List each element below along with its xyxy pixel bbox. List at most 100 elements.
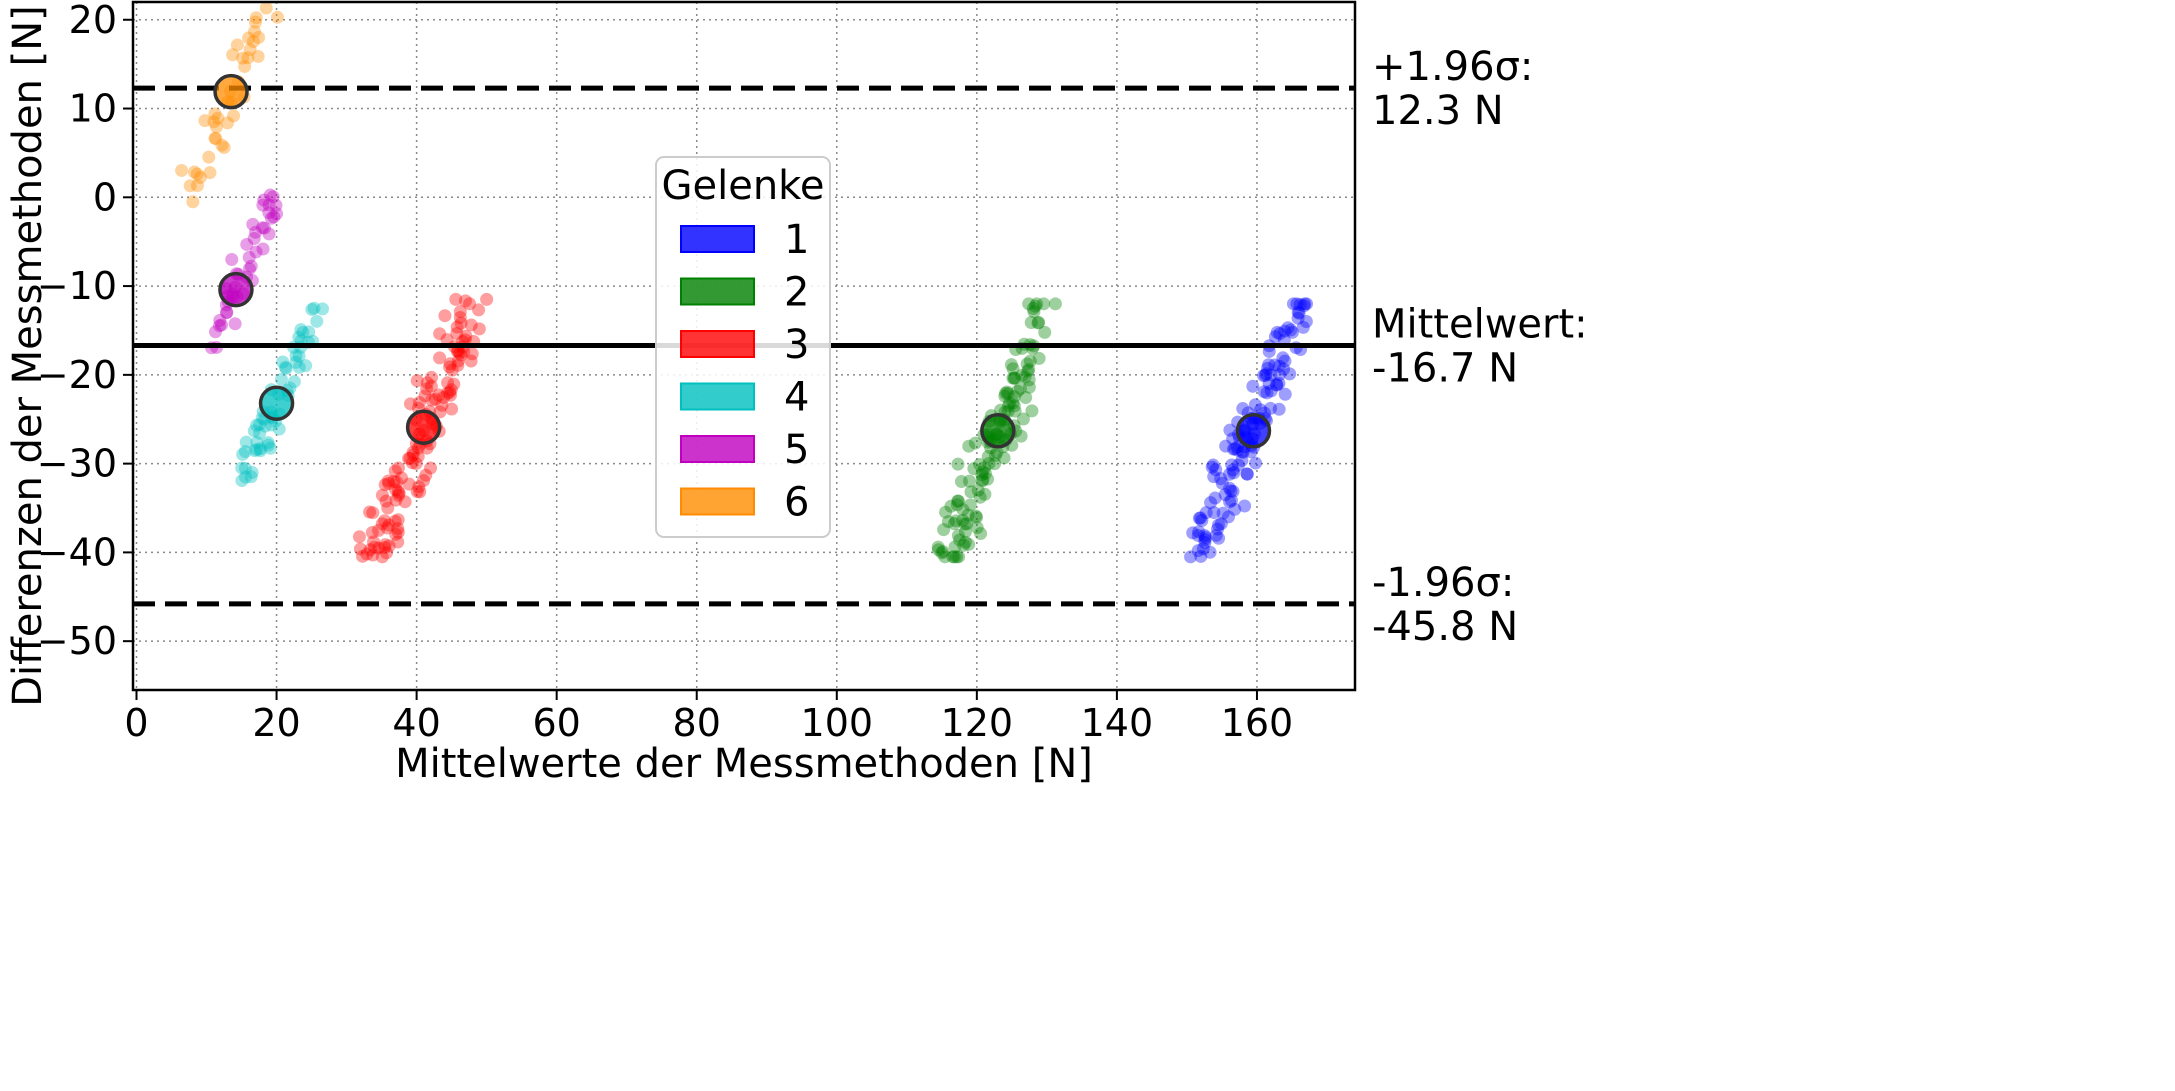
data-point-series-4: [239, 470, 253, 484]
data-point-series-2: [937, 523, 951, 537]
data-point-series-3: [381, 501, 395, 515]
legend: Gelenke 1 2 3 4 5 6: [655, 156, 831, 538]
data-point-series-1: [1270, 378, 1284, 392]
data-point-series-2: [950, 550, 964, 564]
data-point-series-3: [453, 311, 467, 325]
data-point-series-2: [960, 517, 974, 531]
data-point-series-6: [202, 150, 216, 164]
data-point-series-2: [1001, 387, 1015, 401]
data-point-series-2: [958, 517, 972, 531]
data-point-series-1: [1281, 321, 1295, 335]
data-point-series-6: [249, 11, 263, 25]
data-point-series-3: [410, 374, 424, 388]
data-point-series-3: [464, 318, 478, 332]
data-point-series-3: [398, 495, 412, 509]
data-point-series-1: [1278, 354, 1292, 368]
data-point-series-3: [441, 376, 455, 390]
data-point-series-6: [198, 114, 212, 128]
data-point-series-6: [252, 31, 266, 45]
data-point-series-3: [390, 475, 404, 489]
data-point-series-1: [1211, 518, 1225, 532]
data-point-series-4: [253, 442, 267, 456]
legend-label-6: 6: [784, 480, 809, 526]
data-point-series-1: [1207, 506, 1221, 520]
data-point-series-1: [1186, 526, 1200, 540]
data-point-series-3: [391, 525, 405, 539]
data-point-series-1: [1259, 367, 1273, 381]
data-point-series-2: [931, 543, 945, 557]
data-point-series-3: [382, 477, 396, 491]
data-point-series-6: [242, 31, 256, 45]
data-point-series-1: [1231, 440, 1245, 454]
data-point-series-1: [1261, 361, 1275, 375]
data-point-series-1: [1223, 495, 1237, 509]
data-point-series-3: [391, 461, 405, 475]
data-point-series-4: [274, 372, 288, 386]
data-point-series-6: [208, 107, 222, 121]
data-point-series-5: [242, 262, 256, 276]
data-point-series-2: [968, 436, 982, 450]
data-point-series-5: [249, 245, 263, 259]
data-point-series-2: [952, 550, 966, 564]
data-point-series-3: [424, 379, 438, 393]
data-point-series-3: [432, 388, 446, 402]
data-point-series-3: [363, 505, 377, 519]
data-point-series-1: [1209, 463, 1223, 477]
data-point-series-2: [1032, 351, 1046, 365]
data-point-series-2: [1030, 297, 1044, 311]
data-point-series-1: [1272, 376, 1286, 390]
data-point-series-1: [1184, 550, 1198, 564]
data-point-series-3: [443, 385, 457, 399]
legend-swatch-1: [680, 225, 755, 253]
data-point-series-3: [465, 347, 479, 361]
data-point-series-5: [264, 211, 278, 225]
data-point-series-6: [221, 116, 235, 130]
data-point-series-2: [988, 449, 1002, 463]
data-point-series-4: [247, 424, 261, 438]
data-point-series-5: [269, 198, 283, 212]
data-point-series-5: [213, 319, 227, 333]
data-point-series-2: [1002, 399, 1016, 413]
data-point-series-1: [1273, 327, 1287, 341]
legend-swatch-4: [680, 382, 755, 411]
y-tick-label: 0: [93, 175, 117, 219]
data-point-series-6: [227, 109, 241, 123]
x-tick-label: 20: [252, 701, 300, 745]
data-point-series-3: [472, 303, 486, 317]
data-point-series-2: [1025, 404, 1039, 418]
data-point-series-3: [425, 370, 439, 384]
data-point-series-3: [454, 316, 468, 330]
legend-label-5: 5: [784, 427, 809, 473]
data-point-series-3: [406, 445, 420, 459]
data-point-series-4: [279, 361, 293, 375]
data-point-series-2: [1013, 382, 1027, 396]
data-point-series-6: [175, 163, 189, 177]
data-point-series-1: [1198, 535, 1212, 549]
data-point-series-1: [1216, 506, 1230, 520]
legend-swatch-3: [680, 330, 755, 358]
data-point-series-1: [1278, 387, 1292, 401]
data-point-series-2: [1006, 396, 1020, 410]
data-point-series-5: [266, 190, 280, 204]
data-point-series-2: [1027, 305, 1041, 319]
data-point-series-6: [207, 115, 221, 129]
data-point-series-1: [1224, 484, 1238, 498]
data-point-series-1: [1254, 403, 1268, 417]
data-point-series-2: [1008, 371, 1022, 385]
data-point-series-4: [239, 435, 253, 449]
data-point-series-5: [256, 198, 270, 212]
data-point-series-5: [247, 232, 261, 246]
y-tick-label: 20: [69, 0, 117, 42]
data-point-series-1: [1236, 445, 1250, 459]
data-point-series-3: [375, 488, 389, 502]
y-tick-label: −40: [37, 530, 117, 574]
data-point-series-4: [258, 419, 272, 433]
data-point-series-2: [970, 510, 984, 524]
data-point-series-2: [938, 550, 952, 564]
data-point-series-3: [413, 485, 427, 499]
data-point-series-5: [220, 306, 234, 320]
data-point-series-3: [440, 333, 454, 347]
data-point-series-1: [1270, 325, 1284, 339]
data-point-series-3: [389, 493, 403, 507]
